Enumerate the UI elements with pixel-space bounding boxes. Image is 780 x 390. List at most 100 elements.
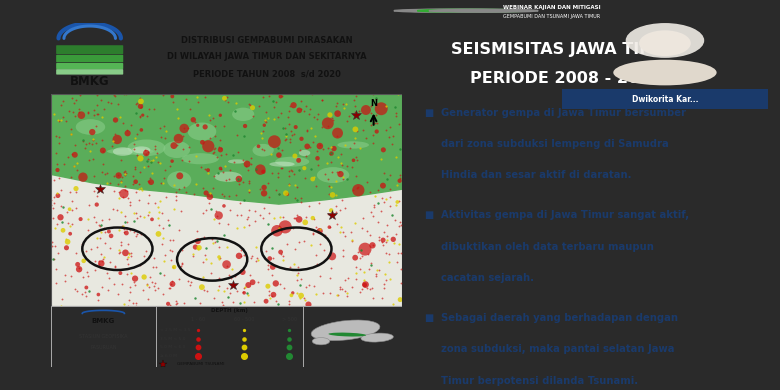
Point: [225, 266, 238, 272]
Point: [190, 181, 202, 187]
Point: [231, 211, 243, 218]
Point: [157, 291, 169, 298]
Point: [60, 236, 73, 242]
Point: [126, 173, 139, 179]
Point: [215, 152, 227, 158]
Point: [298, 165, 310, 171]
Point: [349, 173, 362, 179]
Point: [193, 245, 205, 251]
Text: BMKG: BMKG: [92, 318, 115, 324]
Point: [96, 137, 108, 144]
Text: zona subduksi, maka pantai selatan Jawa: zona subduksi, maka pantai selatan Jawa: [441, 344, 675, 355]
Point: [331, 220, 343, 227]
Point: [279, 190, 292, 196]
Point: [129, 275, 141, 282]
Point: [360, 228, 373, 234]
Point: [335, 197, 348, 203]
Point: [258, 184, 271, 191]
Point: [216, 301, 229, 308]
Point: [330, 178, 342, 184]
Point: [124, 284, 136, 290]
Point: [134, 155, 147, 161]
Point: [160, 193, 172, 200]
Point: [102, 275, 115, 281]
Point: [243, 102, 256, 108]
Point: [378, 229, 391, 235]
Point: [292, 264, 304, 270]
Point: [287, 102, 300, 108]
Point: [125, 250, 137, 256]
Point: [292, 270, 304, 277]
Point: [123, 297, 136, 303]
Point: [207, 172, 220, 179]
Point: [108, 281, 121, 287]
Point: [112, 250, 125, 256]
Point: [47, 256, 59, 262]
Point: [136, 287, 149, 293]
Point: [378, 242, 390, 248]
Point: [295, 292, 307, 299]
Point: [92, 261, 105, 267]
Point: [221, 244, 233, 250]
Point: [65, 131, 77, 137]
Point: [364, 189, 377, 195]
Point: [167, 99, 179, 105]
Point: [145, 170, 158, 176]
Point: [303, 106, 316, 112]
Point: [367, 294, 379, 301]
Point: [133, 213, 146, 219]
Point: [246, 253, 259, 259]
Point: [164, 237, 176, 243]
Point: [350, 128, 363, 135]
Point: [324, 265, 337, 271]
Point: [52, 117, 65, 123]
Point: [285, 168, 298, 175]
Point: [63, 206, 76, 212]
Text: BMKG: BMKG: [70, 74, 109, 87]
Point: [199, 165, 211, 172]
Point: [268, 215, 281, 222]
Point: [207, 216, 220, 223]
Point: [346, 163, 358, 170]
Point: [143, 209, 155, 215]
Point: [310, 224, 322, 230]
Point: [122, 250, 135, 257]
Point: [142, 178, 154, 184]
Point: [218, 232, 230, 238]
Point: [308, 283, 321, 289]
Point: [379, 271, 392, 278]
Point: [332, 292, 344, 298]
Point: [290, 197, 303, 203]
Point: [146, 279, 158, 285]
Point: [68, 100, 80, 106]
Point: [200, 190, 212, 196]
Point: [148, 280, 161, 286]
Point: [57, 204, 69, 210]
Point: [262, 180, 275, 186]
Point: [152, 215, 165, 221]
Point: [211, 213, 224, 219]
Point: [367, 213, 379, 219]
Point: [71, 160, 83, 166]
Point: [316, 124, 328, 130]
Point: [90, 102, 103, 108]
Point: [72, 261, 84, 268]
Point: [268, 138, 281, 145]
Point: [113, 227, 126, 233]
Point: [339, 205, 352, 211]
Point: [393, 240, 406, 246]
Point: [130, 152, 143, 158]
Point: [293, 107, 306, 113]
Point: [165, 248, 178, 254]
Point: [213, 275, 225, 281]
Point: [98, 106, 110, 112]
Point: [342, 275, 354, 281]
Point: [263, 292, 275, 298]
Point: [57, 114, 69, 121]
Point: [394, 146, 406, 152]
Point: [84, 148, 97, 154]
Point: [393, 219, 406, 225]
Point: [121, 126, 133, 133]
Point: [55, 203, 67, 209]
Point: [260, 298, 272, 304]
